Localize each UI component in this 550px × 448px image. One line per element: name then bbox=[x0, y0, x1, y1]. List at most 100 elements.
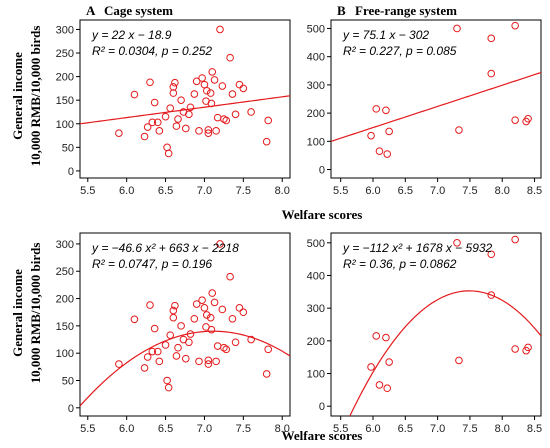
data-point bbox=[228, 314, 237, 323]
data-point bbox=[198, 74, 206, 82]
data-point bbox=[382, 106, 390, 115]
data-point bbox=[181, 124, 190, 133]
data-point bbox=[185, 338, 193, 347]
data-point bbox=[372, 105, 381, 113]
x-tick-label: 8.0 bbox=[495, 423, 510, 435]
x-tick-label: 7.0 bbox=[430, 185, 445, 197]
xlabel-top: Welfare scores bbox=[282, 207, 363, 222]
x-tick-label: 6.0 bbox=[119, 185, 134, 197]
data-point bbox=[200, 304, 209, 312]
fit-line bbox=[349, 290, 541, 416]
data-point bbox=[375, 147, 384, 155]
data-point bbox=[216, 240, 224, 248]
panel-title: Cage system bbox=[104, 3, 173, 18]
x-tick-label: 8.5 bbox=[527, 423, 542, 435]
y-tick-label: 0 bbox=[319, 165, 325, 177]
y-tick-label: 500 bbox=[307, 23, 325, 35]
data-point bbox=[453, 239, 461, 247]
data-point bbox=[186, 103, 195, 112]
x-tick-label: 7.0 bbox=[197, 185, 212, 197]
data-point bbox=[177, 322, 185, 330]
y-tick-label: 300 bbox=[56, 239, 74, 251]
data-point bbox=[235, 80, 244, 89]
x-tick-label: 5.5 bbox=[80, 423, 95, 435]
data-point bbox=[148, 118, 157, 127]
data-point bbox=[150, 324, 159, 333]
data-point bbox=[146, 78, 154, 87]
data-point bbox=[264, 345, 273, 354]
data-point bbox=[164, 383, 173, 392]
data-point bbox=[174, 115, 182, 123]
data-point bbox=[202, 311, 211, 319]
data-point bbox=[161, 112, 170, 121]
data-point bbox=[143, 353, 152, 361]
x-tick-label: 5.5 bbox=[333, 423, 348, 435]
data-point bbox=[169, 306, 178, 315]
data-point bbox=[153, 118, 162, 127]
data-point bbox=[220, 343, 228, 352]
data-point bbox=[174, 343, 182, 352]
panel-3: 5.5 6.0 6.5 7.0 7.5 8.0 8.5 0 100 200 300 400 500 y =… bbox=[307, 232, 542, 435]
data-point bbox=[195, 357, 203, 366]
data-point bbox=[210, 298, 219, 307]
fit-line bbox=[331, 71, 541, 142]
data-point bbox=[247, 335, 255, 344]
data-point bbox=[140, 364, 149, 372]
data-point bbox=[172, 122, 181, 130]
data-point bbox=[206, 89, 215, 97]
data-point bbox=[171, 301, 179, 310]
x-tick-label: 8.5 bbox=[527, 185, 542, 197]
plot-area bbox=[349, 235, 541, 416]
data-point bbox=[163, 376, 171, 385]
y-tick-label: 100 bbox=[307, 369, 325, 381]
data-point bbox=[155, 127, 164, 135]
data-point bbox=[511, 116, 519, 124]
data-point bbox=[453, 24, 461, 33]
panel-2: 5.5 6.0 6.5 7.0 7.5 8.0 0 50 100 150 200 250 300 y = … bbox=[56, 232, 291, 435]
y-tick-label: 0 bbox=[68, 166, 74, 178]
y-tick-label: 100 bbox=[307, 136, 325, 148]
plot-frame bbox=[330, 232, 542, 417]
y-tick-label: 200 bbox=[307, 108, 325, 120]
y-tick-label: 200 bbox=[56, 294, 74, 306]
x-tick-label: 6.5 bbox=[398, 185, 413, 197]
data-point bbox=[177, 96, 185, 104]
data-point bbox=[239, 308, 248, 317]
regression-annotation: R² = 0.0304, p = 0.252 bbox=[92, 44, 212, 58]
xlabel-bottom: Welfare scores bbox=[282, 428, 363, 443]
regression-annotation: R² = 0.36, p = 0.0862 bbox=[343, 257, 457, 271]
ylabel-line2-top: 10,000 RMB/10,000 birds bbox=[28, 26, 43, 167]
data-point bbox=[207, 325, 216, 334]
data-point bbox=[204, 129, 213, 137]
data-point bbox=[228, 90, 237, 98]
ylabel-line1-top: General income bbox=[10, 52, 25, 140]
regression-annotation: R² = 0.227, p = 0.085 bbox=[343, 44, 457, 58]
data-point bbox=[372, 332, 381, 340]
data-point bbox=[222, 345, 231, 354]
data-point bbox=[115, 129, 123, 137]
panel-letter: B bbox=[337, 3, 346, 18]
data-point bbox=[231, 110, 240, 119]
y-tick-label: 250 bbox=[56, 266, 74, 278]
data-point bbox=[511, 21, 519, 30]
plot-frame bbox=[79, 19, 291, 179]
data-point bbox=[166, 331, 175, 339]
plot-area bbox=[80, 240, 290, 407]
y-tick-label: 300 bbox=[56, 24, 74, 36]
data-point bbox=[382, 333, 390, 342]
regression-annotation: y = 75.1 x − 302 bbox=[342, 28, 429, 42]
data-point bbox=[161, 341, 170, 349]
data-point bbox=[208, 289, 217, 297]
regression-annotation: R² = 0.0747, p = 0.196 bbox=[92, 257, 212, 271]
data-point bbox=[213, 342, 222, 350]
x-tick-label: 5.5 bbox=[333, 185, 348, 197]
data-point bbox=[455, 126, 463, 134]
data-point bbox=[164, 149, 173, 158]
data-point bbox=[140, 132, 149, 141]
data-point bbox=[213, 113, 222, 122]
data-point bbox=[511, 345, 519, 353]
data-point bbox=[150, 98, 159, 107]
x-tick-label: 7.5 bbox=[236, 423, 251, 435]
data-point bbox=[130, 90, 139, 99]
data-point bbox=[192, 300, 201, 308]
